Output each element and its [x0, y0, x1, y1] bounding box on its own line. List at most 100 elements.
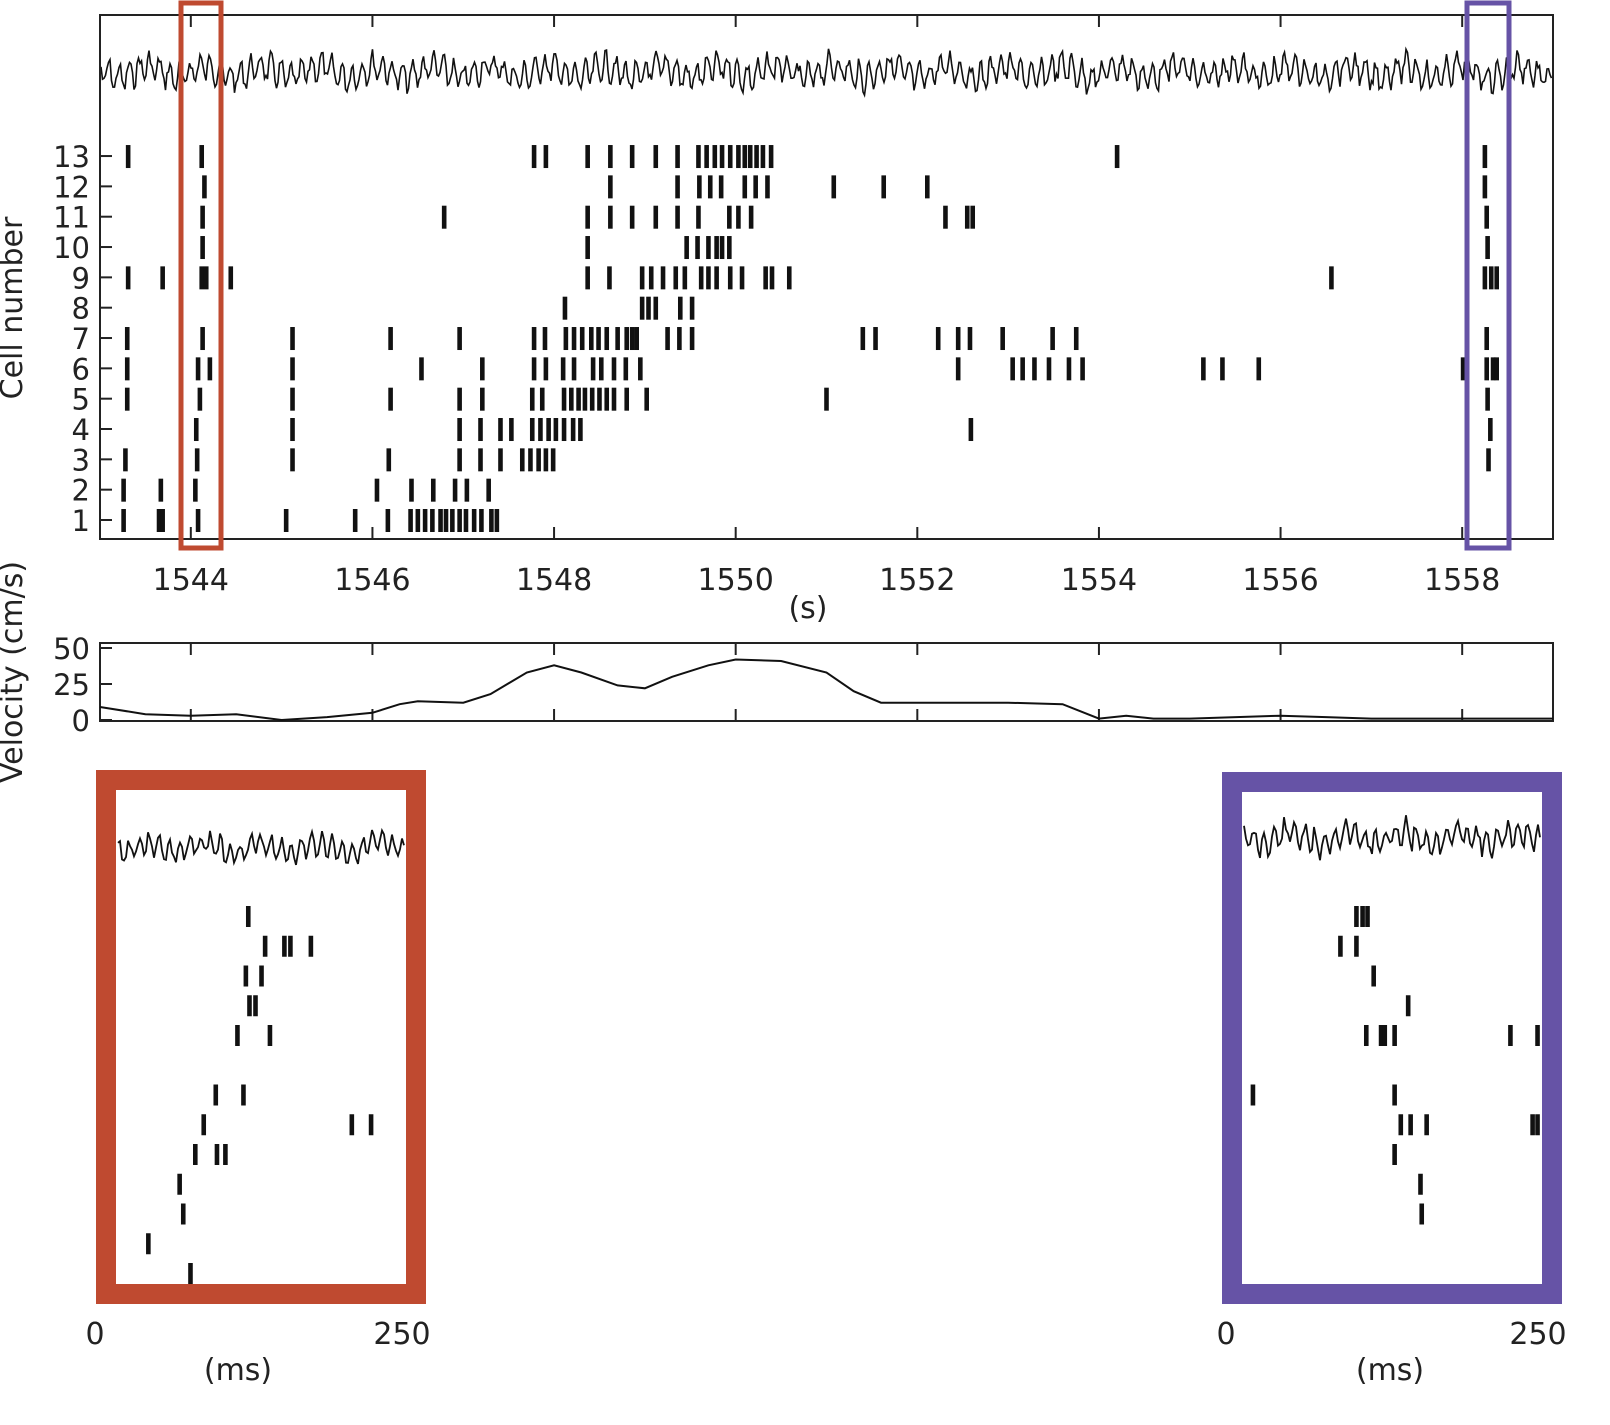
blue-inset-tick-0: 0	[1216, 1317, 1235, 1352]
spike-cell-1	[352, 509, 358, 532]
y-tick-label: 11	[53, 201, 90, 235]
spike-cell-13	[531, 145, 537, 169]
spike-cell-6	[1484, 357, 1490, 381]
x-tick-label: 1558	[1424, 563, 1500, 598]
spike-cell-12	[697, 175, 702, 199]
spike-cell-2	[430, 478, 436, 502]
spike-cell-13	[125, 145, 131, 169]
spike-cell-7	[571, 327, 577, 351]
spike-cell-7	[615, 327, 620, 351]
spike-cell-6	[543, 357, 549, 381]
spike-cell-6	[1494, 357, 1499, 381]
inset-spike-cell-10	[253, 995, 258, 1017]
spike-cell-8	[646, 296, 651, 320]
spike-cell-13	[747, 145, 753, 169]
spike-cell-5	[529, 387, 535, 411]
spike-cell-7	[629, 327, 635, 351]
spike-cell-6	[1066, 357, 1072, 381]
spike-cell-1	[430, 509, 435, 532]
spike-cell-1	[494, 509, 500, 532]
spike-cell-5	[576, 387, 581, 411]
spike-cell-9	[786, 266, 792, 290]
inset-spike-cell-13	[1354, 906, 1359, 927]
spike-cell-13	[199, 145, 205, 169]
spike-cell-9	[639, 266, 645, 290]
blue-highlight-window[interactable]	[1464, 0, 1512, 551]
spike-cell-10	[200, 236, 205, 260]
spike-cell-8	[639, 296, 645, 320]
spike-cell-13	[742, 145, 748, 169]
spike-cell-7	[624, 327, 630, 351]
spike-cell-7	[1073, 327, 1079, 351]
spike-cell-11	[653, 205, 659, 229]
inset-spike-cell-6	[201, 1114, 207, 1136]
spike-cell-12	[707, 175, 713, 199]
y-tick-label: 8	[72, 292, 90, 326]
spike-cell-7	[388, 327, 393, 351]
spike-cell-5	[124, 387, 130, 411]
spike-cell-1	[415, 509, 421, 532]
spike-cell-1	[457, 509, 462, 532]
x-tick-label: 1546	[334, 563, 410, 598]
red-highlight-window[interactable]	[178, 0, 224, 551]
spike-cell-5	[457, 387, 462, 411]
y-tick-label: 6	[72, 352, 90, 386]
spike-cell-6	[1460, 357, 1466, 381]
spike-cell-5	[388, 387, 393, 411]
spike-cell-7	[124, 327, 130, 351]
spike-cell-13	[585, 145, 590, 169]
spike-cell-4	[968, 418, 974, 442]
spike-cell-9	[763, 266, 768, 290]
inset-spike-cell-12	[1354, 935, 1359, 957]
spike-cell-7	[1050, 327, 1055, 351]
x-tick-label: 1550	[698, 563, 774, 598]
spike-cell-9	[706, 266, 711, 290]
spike-cell-7	[588, 327, 594, 351]
spike-cell-9	[1494, 266, 1499, 290]
spike-cell-5	[644, 387, 649, 411]
spike-cell-2	[193, 478, 198, 502]
spike-cell-5	[197, 387, 203, 411]
spike-cell-5	[582, 387, 588, 411]
inset-spike-cell-12	[282, 935, 287, 957]
spike-cell-4	[529, 418, 535, 442]
red-inset-tick-250: 250	[373, 1317, 430, 1352]
spike-cell-11	[1484, 205, 1490, 229]
inset-spike-cell-9	[1392, 1025, 1397, 1046]
spike-cell-13	[653, 145, 659, 169]
spike-cell-6	[1201, 357, 1206, 381]
spike-cell-9	[160, 266, 165, 290]
spike-cell-1	[156, 509, 162, 532]
spike-cell-10	[1485, 236, 1490, 260]
spike-cell-4	[478, 418, 483, 442]
spike-cell-7	[689, 327, 695, 351]
spike-cell-12	[608, 175, 613, 199]
spike-cell-13	[629, 145, 635, 169]
spike-cell-4	[553, 418, 559, 442]
y-tick-label: 5	[72, 383, 90, 417]
spike-cell-1	[479, 509, 484, 532]
inset-spike-cell-3	[180, 1203, 186, 1225]
spike-cell-7	[860, 327, 866, 351]
spike-cell-1	[160, 509, 165, 532]
spike-cell-6	[207, 357, 213, 381]
spike-cell-6	[1220, 357, 1225, 381]
spike-cell-3	[386, 448, 392, 472]
spike-cell-7	[665, 327, 670, 351]
spike-cell-6	[290, 357, 295, 381]
spike-cell-1	[408, 509, 413, 532]
inset-spike-cell-6	[1535, 1114, 1540, 1136]
spike-cell-7	[563, 327, 569, 351]
spike-cell-11	[696, 205, 701, 229]
spike-cell-9	[607, 266, 612, 290]
spike-cell-4	[193, 418, 199, 442]
spike-cell-4	[498, 418, 503, 442]
spike-cell-11	[608, 205, 613, 229]
spike-cell-11	[970, 205, 976, 229]
velocity-axis-label: Velocity (cm/s)	[0, 561, 30, 783]
spike-cell-6	[531, 357, 537, 381]
spike-cell-13	[754, 145, 759, 169]
spike-cell-11	[585, 205, 590, 229]
inset-spike-cell-4	[177, 1173, 182, 1195]
